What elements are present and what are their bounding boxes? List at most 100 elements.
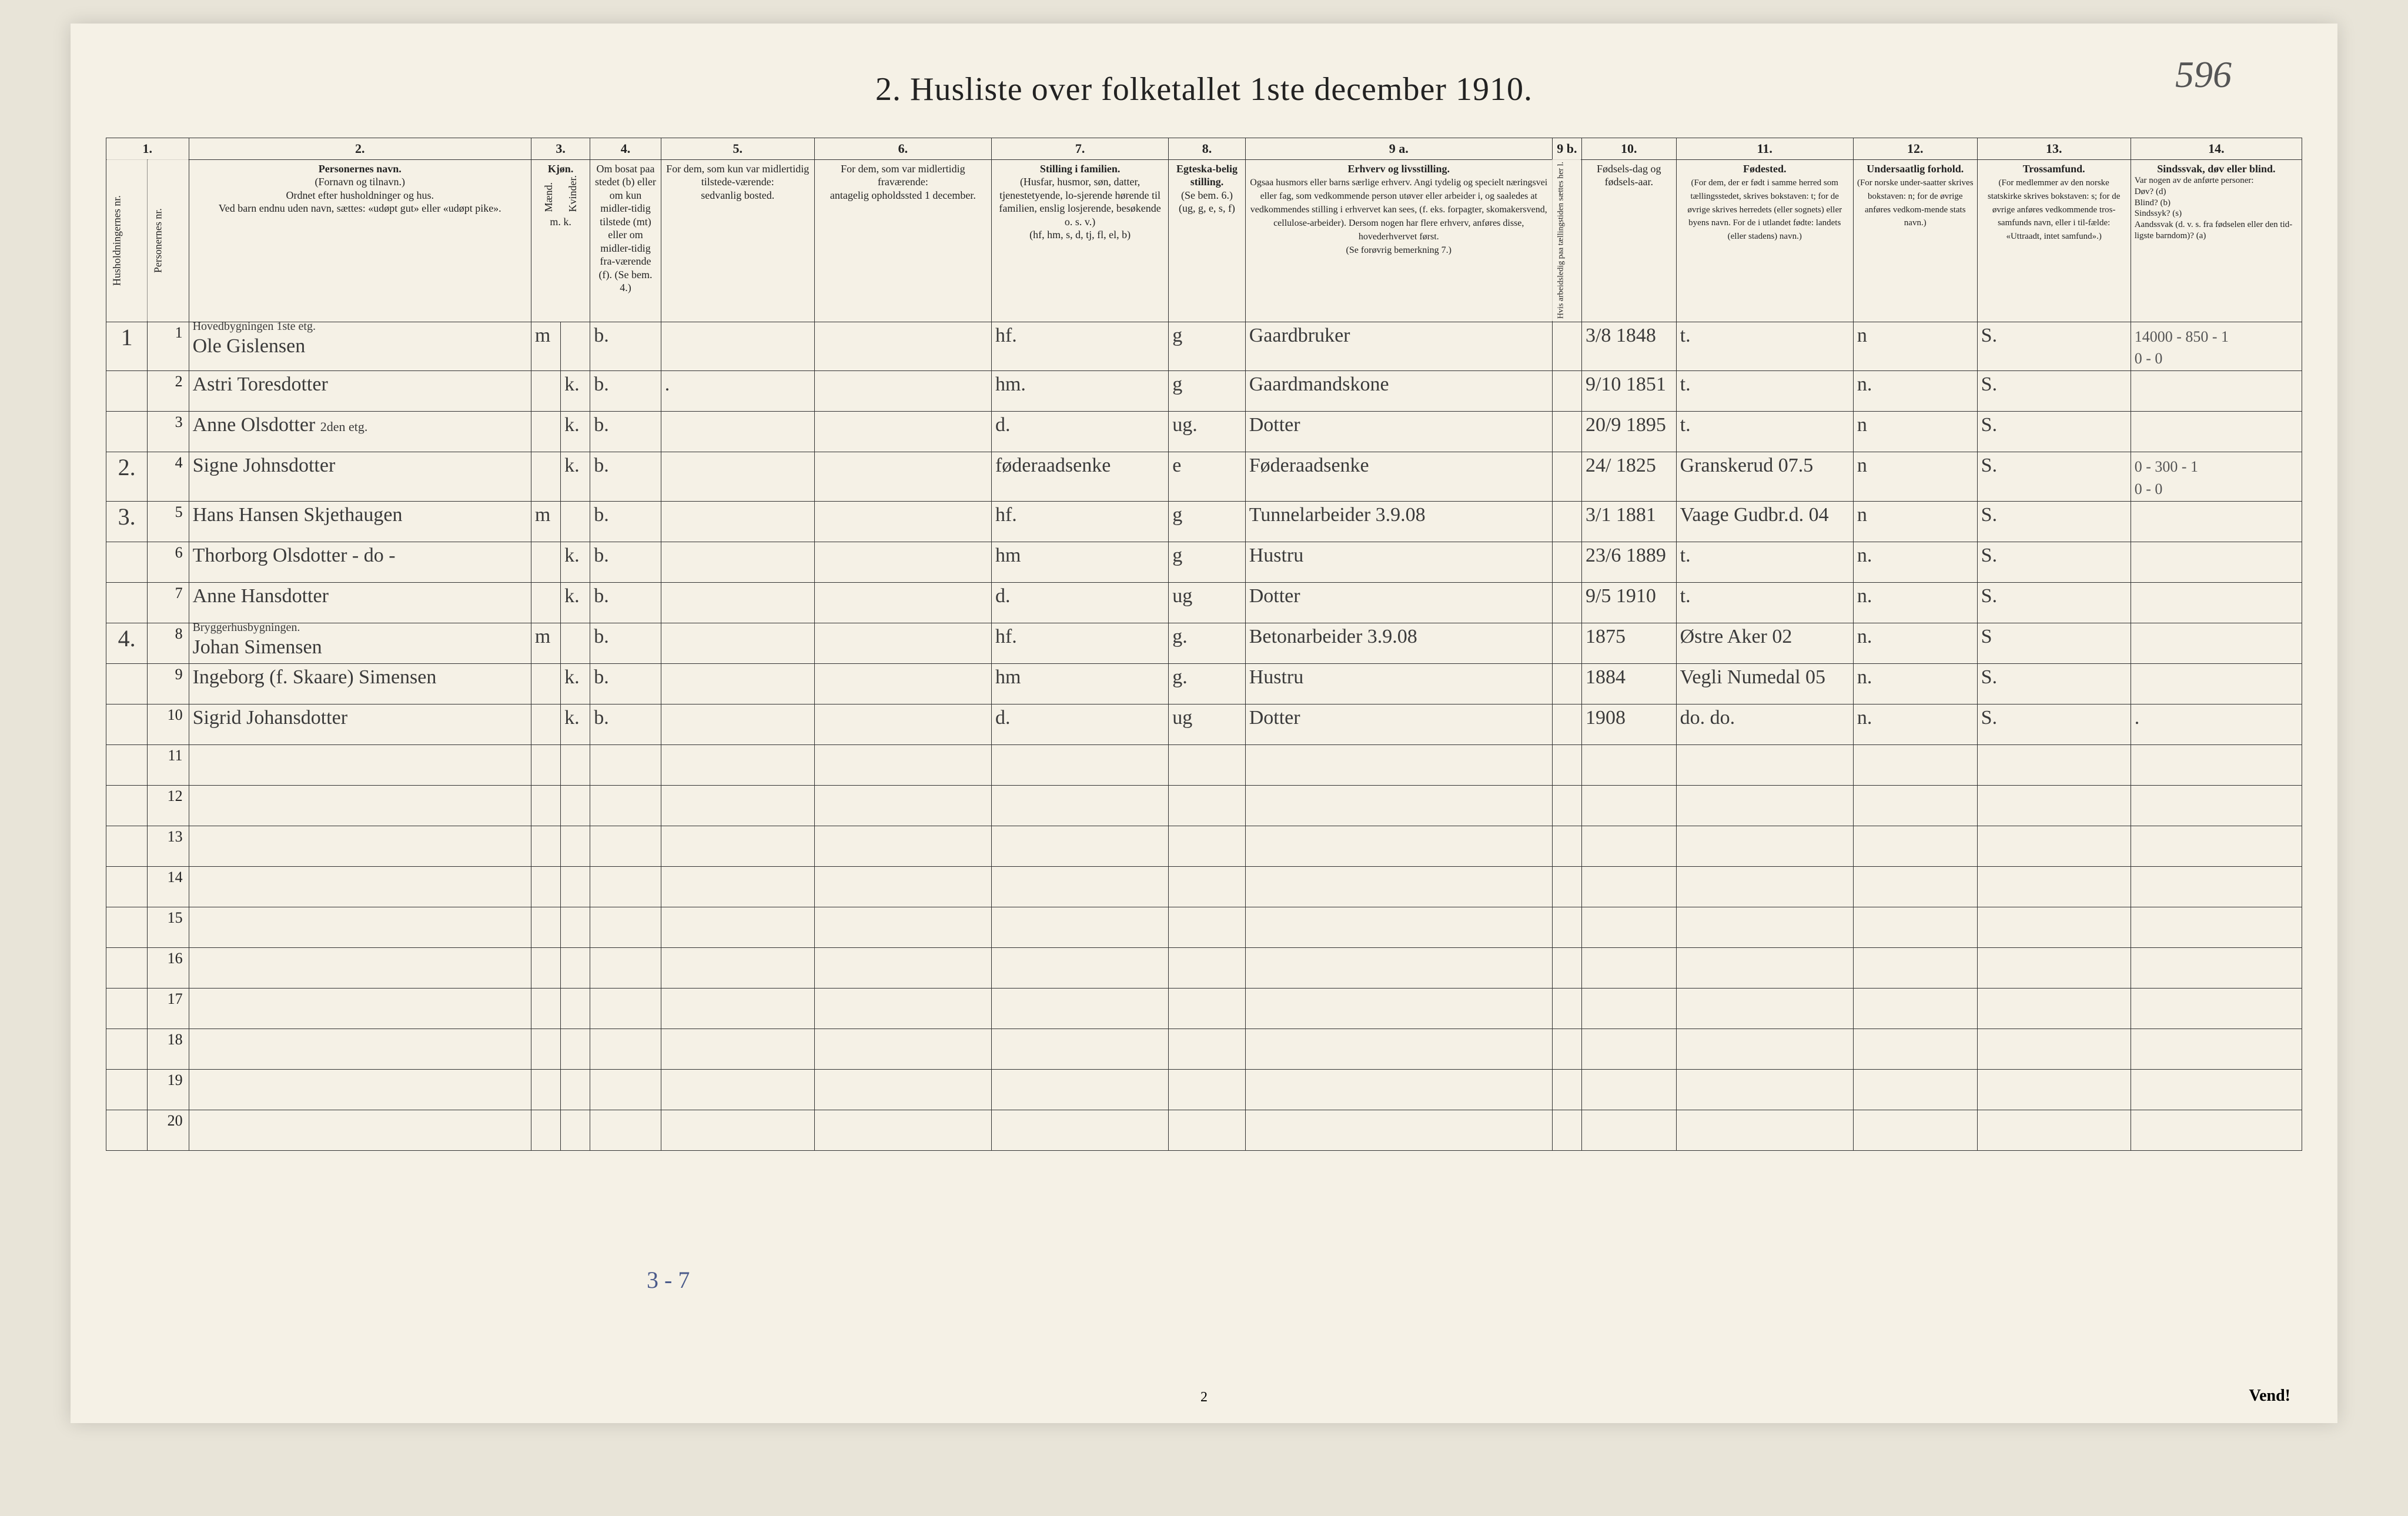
cell [1581, 907, 1676, 948]
col11-title: Fødested. [1743, 163, 1787, 175]
col14-title: Sindssvak, døv eller blind. [2157, 163, 2275, 175]
cell [1552, 452, 1581, 502]
col9a-title: Erhverv og livsstilling. [1347, 163, 1450, 175]
cell [2131, 948, 2302, 989]
cell [1169, 948, 1246, 989]
cell: 13 [148, 826, 189, 867]
cell [1552, 664, 1581, 704]
col5-header: For dem, som kun var midlertidig tilsted… [661, 159, 814, 322]
cell: 11 [148, 745, 189, 786]
cell: t. [1676, 583, 1853, 623]
cell: Hustru [1245, 542, 1552, 583]
cell [1169, 745, 1246, 786]
cell: n [1853, 502, 1977, 542]
cell [661, 502, 814, 542]
cell: Bryggerhusbygningen.Johan Simensen [189, 623, 531, 664]
table-body: 11 Hovedbygningen 1ste etg.Ole Gislensenm… [106, 322, 2302, 1151]
cell [1552, 989, 1581, 1029]
cell: 16 [148, 948, 189, 989]
column-number: 1. [106, 138, 189, 160]
cell: S. [1977, 583, 2131, 623]
cell [2131, 1029, 2302, 1070]
cell [2131, 1070, 2302, 1110]
cell [189, 989, 531, 1029]
cell: d. [991, 412, 1168, 452]
cell [1245, 826, 1552, 867]
cell [590, 786, 661, 826]
cell [561, 322, 590, 371]
cell [1581, 786, 1676, 826]
cell [1169, 1110, 1246, 1151]
cell [106, 542, 148, 583]
cell: g [1169, 322, 1246, 371]
col2-sub3: Ved barn endnu uden navn, sættes: «udøpt… [219, 202, 501, 214]
cell: hm [991, 542, 1168, 583]
page-footer: 2 Vend! [71, 1390, 2337, 1405]
cell [661, 452, 814, 502]
cell [1581, 867, 1676, 907]
cell [1169, 989, 1246, 1029]
table-row: 2Astri Toresdotterk.b..hm.gGaardmandskon… [106, 371, 2302, 412]
cell: b. [590, 322, 661, 371]
cell [1245, 948, 1552, 989]
cell: ug. [1169, 412, 1246, 452]
cell [1552, 623, 1581, 664]
cell [1552, 412, 1581, 452]
cell: g. [1169, 664, 1246, 704]
cell [531, 704, 560, 745]
cell [1552, 542, 1581, 583]
cell [814, 322, 991, 371]
cell: n. [1853, 542, 1977, 583]
cell [1676, 867, 1853, 907]
table-row: 17 [106, 989, 2302, 1029]
cell: 17 [148, 989, 189, 1029]
cell [531, 989, 560, 1029]
cell [1245, 907, 1552, 948]
cell [814, 452, 991, 502]
table-row: 7Anne Hansdotterk.b.d.ugDotter9/5 1910t.… [106, 583, 2302, 623]
cell [661, 786, 814, 826]
cell: b. [590, 542, 661, 583]
column-number: 9 b. [1552, 138, 1581, 160]
cell [814, 664, 991, 704]
table-row: 4.8Bryggerhusbygningen.Johan Simensenmb.… [106, 623, 2302, 664]
bottom-handwriting: 3 - 7 [647, 1266, 690, 1294]
cell [2131, 371, 2302, 412]
cell [991, 989, 1168, 1029]
cell: 1 [148, 322, 189, 371]
cell [106, 583, 148, 623]
cell [106, 989, 148, 1029]
cell: k. [561, 664, 590, 704]
table-row: 6Thorborg Olsdotter - do -k.b.hmgHustru2… [106, 542, 2302, 583]
cell: n [1853, 452, 1977, 502]
cell: Hovedbygningen 1ste etg.Ole Gislensen [189, 322, 531, 371]
cell [1552, 745, 1581, 786]
cell: 20 [148, 1110, 189, 1151]
cell: k. [561, 412, 590, 452]
cell: b. [590, 623, 661, 664]
cell: t. [1676, 371, 1853, 412]
cell: g. [1169, 623, 1246, 664]
cell: g [1169, 542, 1246, 583]
cell [814, 745, 991, 786]
column-number: 10. [1581, 138, 1676, 160]
cell: 9 [148, 664, 189, 704]
footer-vend: Vend! [2249, 1387, 2290, 1405]
cell: 4. [106, 623, 148, 664]
cell [814, 583, 991, 623]
cell: ug [1169, 704, 1246, 745]
cell [991, 745, 1168, 786]
cell [1853, 1070, 1977, 1110]
cell: m [531, 322, 560, 371]
cell: Hans Hansen Skjethaugen [189, 502, 531, 542]
cell [661, 583, 814, 623]
cell: b. [590, 704, 661, 745]
col2-header: Personernes navn. (Fornavn og tilnavn.) … [189, 159, 531, 322]
handwritten-page-number: 596 [2175, 53, 2232, 96]
cell [1853, 745, 1977, 786]
table-row: 20 [106, 1110, 2302, 1151]
cell [531, 867, 560, 907]
cell: Hustru [1245, 664, 1552, 704]
cell: k. [561, 542, 590, 583]
cell: k. [561, 452, 590, 502]
